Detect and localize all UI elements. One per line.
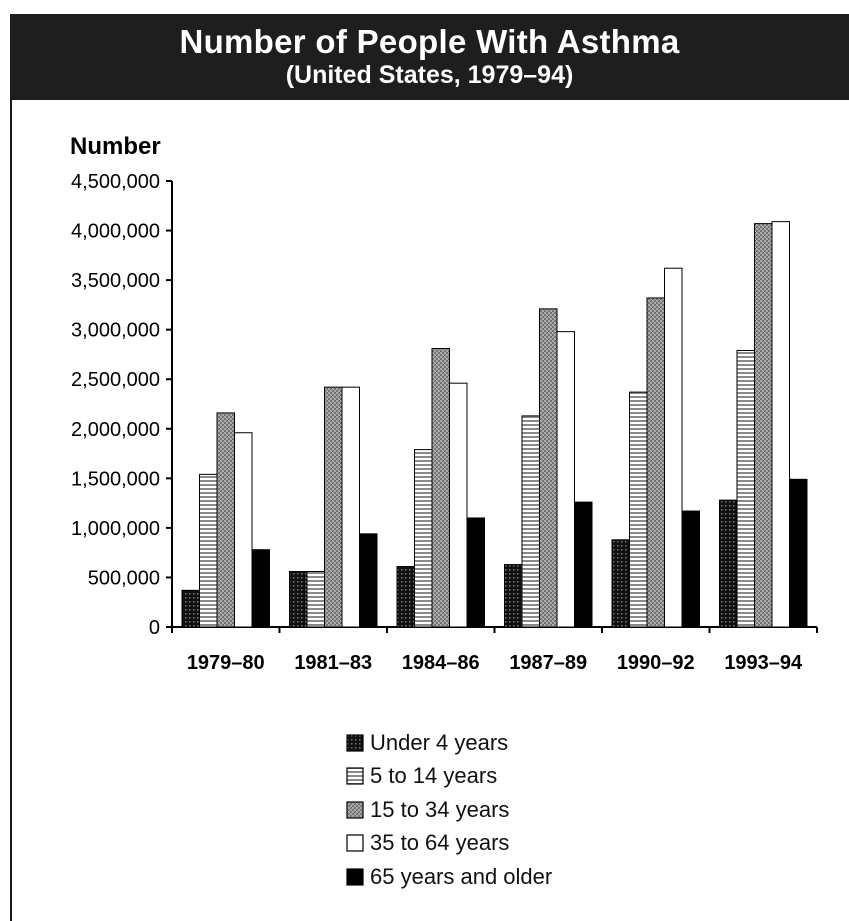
legend-item: 65 years and older (346, 860, 552, 894)
legend-item: 15 to 34 years (346, 793, 552, 827)
bar-35-to-64-years-0 (234, 432, 253, 628)
bar-15-to-34-years-4 (646, 297, 665, 628)
bar-65-years-and-older-3 (574, 501, 593, 628)
bar-5-to-14-years-2 (414, 449, 433, 628)
bar-35-to-64-years-3 (556, 331, 575, 628)
y-tick-label: 1,000,000 (71, 518, 160, 540)
bar-35-to-64-years-4 (664, 267, 683, 628)
bar-under-4-years-3 (504, 564, 523, 628)
bar-65-years-and-older-0 (251, 549, 270, 628)
y-tick-label: 4,500,000 (71, 171, 160, 193)
axes: 0 500,000 1,000,000 1,500,000 2,000,000 2,500… (71, 171, 818, 674)
y-tick-label: 500,000 (88, 567, 160, 589)
chart-header: Number of People With Asthma (United Sta… (10, 14, 849, 100)
chart-subtitle: (United States, 1979–94) (285, 61, 574, 89)
bar-under-4-years-2 (396, 566, 415, 628)
bar-65-years-and-older-4 (681, 510, 700, 628)
x-tick-label: 1984–86 (402, 652, 480, 674)
legend-label: 65 years and older (370, 863, 553, 889)
x-tick-label: 1993–94 (724, 652, 803, 674)
legend-label: 5 to 14 years (370, 763, 498, 789)
legend-item: 5 to 14 years (346, 760, 552, 794)
y-tick-label: 4,000,000 (71, 221, 160, 243)
y-tick-label: 3,000,000 (71, 320, 160, 342)
x-tick-label: 1979–80 (187, 652, 265, 674)
bar-15-to-34-years-3 (539, 308, 558, 628)
legend-item: Under 4 years (346, 726, 552, 760)
bar-15-to-34-years-5 (754, 223, 773, 628)
legend-label: 15 to 34 years (370, 796, 510, 822)
bar-5-to-14-years-1 (306, 570, 325, 628)
bar-5-to-14-years-3 (521, 415, 540, 628)
y-tick-label: 2,000,000 (71, 419, 160, 441)
bars (181, 221, 808, 628)
bar-15-to-34-years-2 (431, 347, 450, 628)
legend-swatch (346, 868, 364, 886)
bar-35-to-64-years-1 (341, 386, 360, 628)
legend-label: Under 4 years (370, 729, 509, 755)
bar-under-4-years-5 (719, 499, 738, 628)
legend-swatch (346, 734, 364, 752)
bar-35-to-64-years-2 (449, 382, 468, 628)
bar-65-years-and-older-2 (466, 517, 485, 628)
legend-swatch (346, 801, 364, 819)
bar-5-to-14-years-4 (629, 391, 648, 628)
bar-15-to-34-years-0 (216, 412, 235, 628)
x-tick-label: 1990–92 (617, 652, 695, 674)
y-tick-label: 2,500,000 (71, 369, 160, 391)
bar-15-to-34-years-1 (324, 386, 343, 628)
y-axis-title: Number (70, 133, 161, 160)
x-tick-label: 1981–83 (294, 652, 372, 674)
bar-under-4-years-4 (611, 539, 630, 628)
y-tick-label: 0 (149, 617, 160, 639)
bar-5-to-14-years-5 (736, 349, 755, 628)
chart-title: Number of People With Asthma (179, 23, 680, 60)
bar-under-4-years-0 (181, 589, 200, 628)
bar-5-to-14-years-0 (199, 473, 218, 628)
bar-65-years-and-older-1 (359, 533, 378, 628)
bar-under-4-years-1 (289, 570, 308, 628)
legend-label: 35 to 64 years (370, 830, 510, 856)
legend-swatch (346, 834, 364, 852)
y-tick-label: 1,500,000 (71, 468, 160, 490)
legend-swatch (346, 767, 364, 785)
y-tick-label: 3,500,000 (71, 270, 160, 292)
bar-65-years-and-older-5 (789, 478, 808, 628)
x-tick-label: 1987–89 (509, 652, 587, 674)
legend-item: 35 to 64 years (346, 827, 552, 861)
legend: Under 4 years 5 to 14 years 15 to 34 years… (346, 726, 552, 894)
bar-35-to-64-years-5 (771, 221, 790, 628)
chart-frame (10, 14, 848, 921)
